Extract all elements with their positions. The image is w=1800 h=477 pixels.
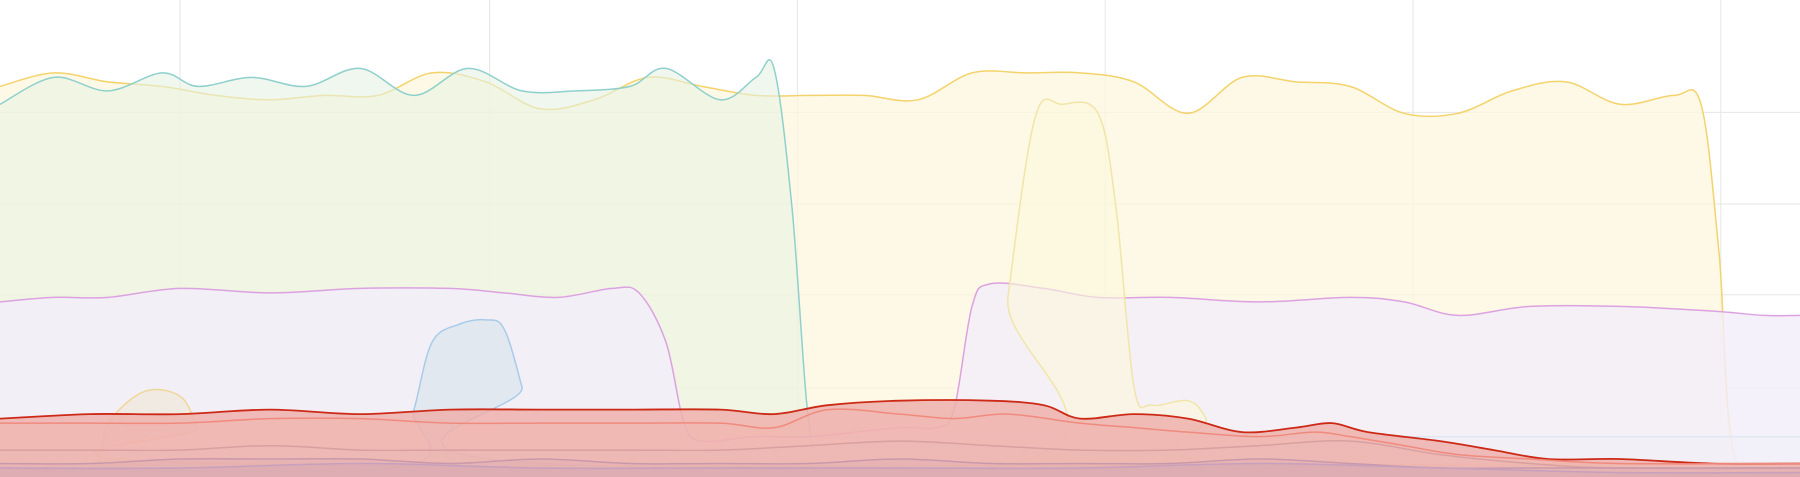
series-s-mauve-2: [0, 462, 1800, 477]
area-line-s-salmon: [0, 408, 1800, 465]
area-fill-s-salmon: [0, 409, 1800, 477]
series-s-salmon: [0, 408, 1800, 477]
area-series: [0, 59, 1800, 477]
area-line-s-dusty: [0, 440, 1800, 470]
series-s-red: [0, 399, 1800, 477]
area-fill-s-mauve-2: [0, 463, 1800, 477]
area-line-s-mauve-2: [0, 462, 1800, 474]
area-line-s-red: [0, 399, 1800, 465]
area-fill-s-blue: [0, 319, 1800, 477]
area-fill-s-red: [0, 400, 1800, 477]
